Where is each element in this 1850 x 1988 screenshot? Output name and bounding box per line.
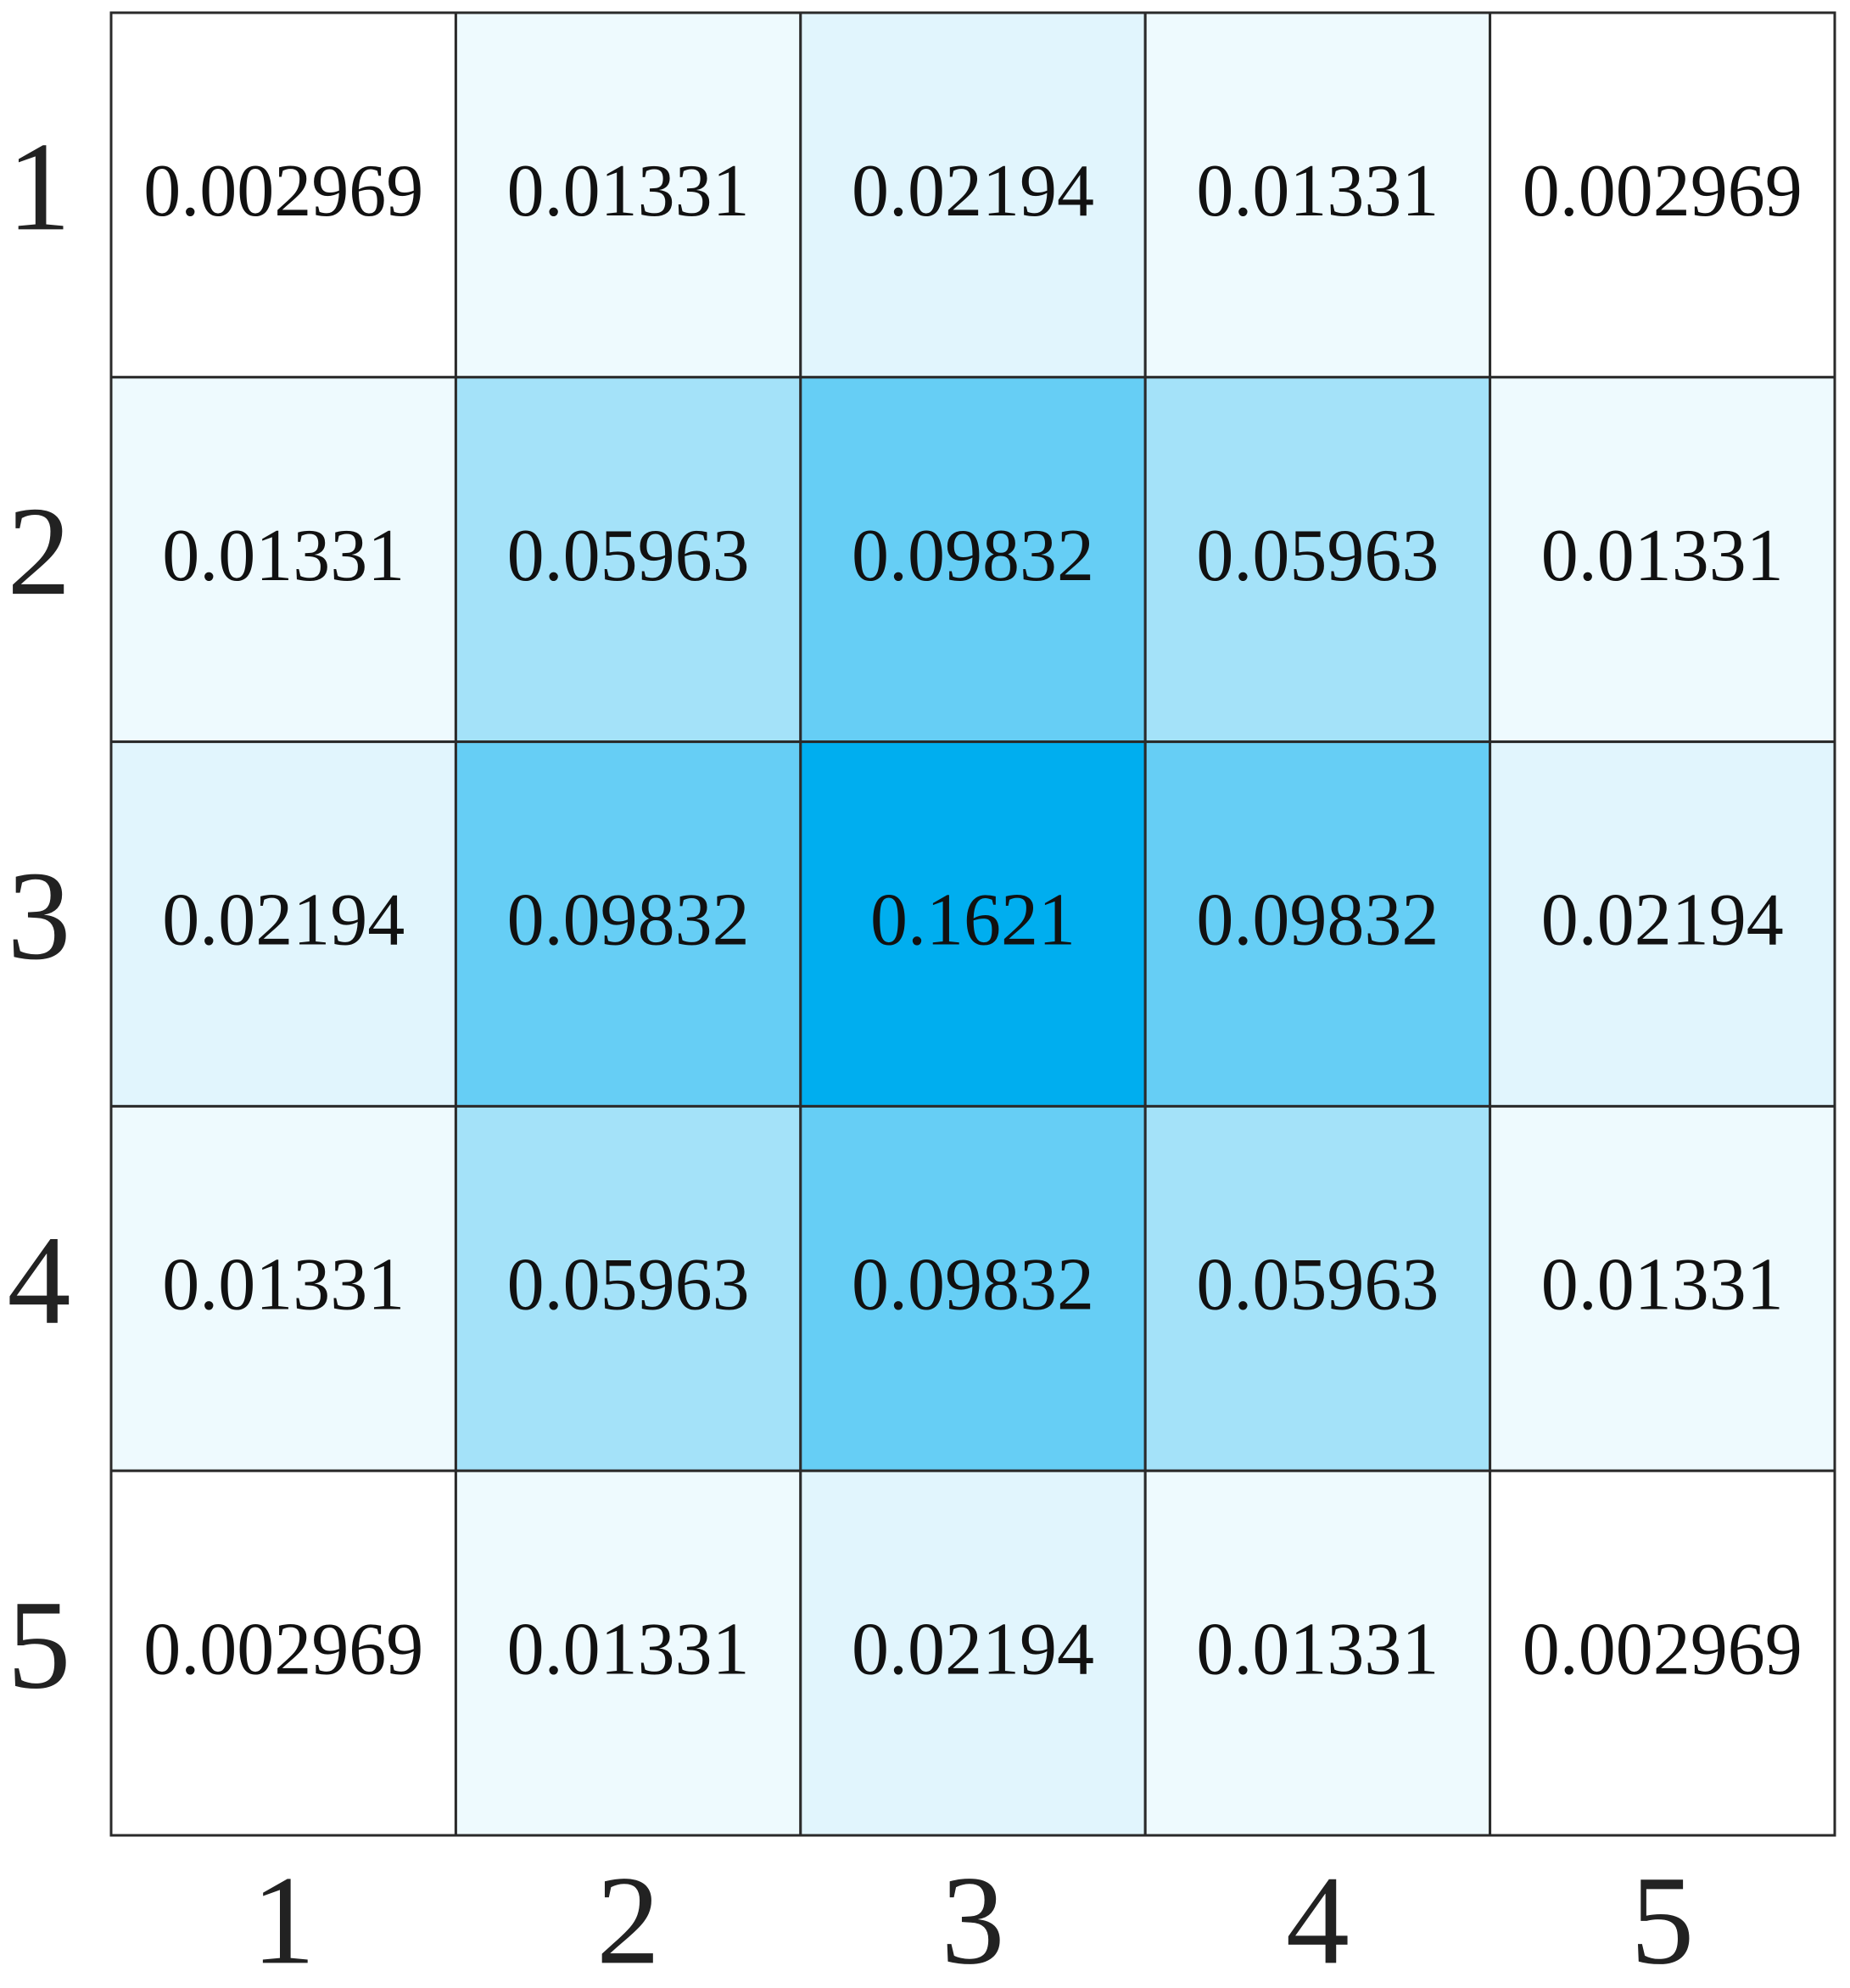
cell-value-label: 0.01331 (1541, 515, 1784, 597)
heatmap-cell (1143, 11, 1492, 379)
heatmap-cell (1489, 1469, 1836, 1837)
y-tick-label: 5 (8, 1575, 71, 1716)
y-tick-label: 1 (8, 116, 71, 257)
cell-value-label: 0.05963 (507, 515, 750, 597)
cell-value-label: 0.02194 (162, 880, 405, 962)
cell-value-label: 0.05963 (1196, 1243, 1439, 1326)
heatmap-cell (1489, 376, 1836, 744)
cell-value-label: 0.01331 (1541, 1243, 1784, 1326)
heatmap-cell (109, 376, 457, 744)
cell-value-label: 0.09832 (852, 1243, 1094, 1326)
x-tick-label: 4 (1286, 1850, 1350, 1988)
x-tick-label: 1 (252, 1850, 316, 1988)
heatmap-cell (109, 1104, 457, 1472)
x-tick-label: 3 (942, 1850, 1005, 1988)
heatmap-cell (1489, 1104, 1836, 1472)
cell-value-label: 0.002969 (1523, 1608, 1802, 1690)
heatmap-cell (799, 1104, 1147, 1472)
cell-value-label: 0.09832 (1196, 880, 1439, 962)
heatmap-cell (454, 1469, 802, 1837)
cell-value-label: 0.02194 (852, 1608, 1094, 1690)
heatmap-cell (454, 1104, 802, 1472)
cell-value-label: 0.09832 (507, 880, 750, 962)
cell-value-label: 0.01331 (162, 1243, 405, 1326)
heatmap-cell (1143, 1104, 1492, 1472)
heatmap-cell (799, 11, 1147, 379)
cell-value-label: 0.01331 (507, 150, 750, 232)
heatmap-cell (109, 1469, 457, 1837)
cell-value-label: 0.09832 (852, 515, 1094, 597)
cell-value-label: 0.05963 (507, 1243, 750, 1326)
cell-value-label: 0.01331 (1196, 150, 1439, 232)
x-tick-label: 5 (1630, 1850, 1694, 1988)
y-tick-label: 2 (8, 481, 71, 622)
cell-value-label: 0.02194 (852, 150, 1094, 232)
heatmap-cell (799, 740, 1147, 1108)
cell-value-label: 0.1621 (870, 880, 1076, 962)
cell-value-label: 0.002969 (1523, 150, 1802, 232)
heatmap-cell (1143, 740, 1492, 1108)
cell-value-label: 0.01331 (507, 1608, 750, 1690)
cell-value-label: 0.01331 (162, 515, 405, 597)
x-tick-label: 2 (596, 1850, 660, 1988)
heatmap-cell (454, 11, 802, 379)
heatmap-cell (799, 376, 1147, 744)
cell-value-label: 0.01331 (1196, 1608, 1439, 1690)
heatmap-cell (799, 1469, 1147, 1837)
heatmap-cell (109, 11, 457, 379)
heatmap-cell (454, 740, 802, 1108)
cell-value-label: 0.02194 (1541, 880, 1784, 962)
y-tick-label: 3 (8, 846, 71, 986)
heatmap-cell (1489, 11, 1836, 379)
cell-value-label: 0.002969 (143, 1608, 423, 1690)
heatmap-cell (1489, 740, 1836, 1108)
cell-value-label: 0.002969 (143, 150, 423, 232)
y-tick-label: 4 (8, 1210, 71, 1351)
cell-value-label: 0.05963 (1196, 515, 1439, 597)
